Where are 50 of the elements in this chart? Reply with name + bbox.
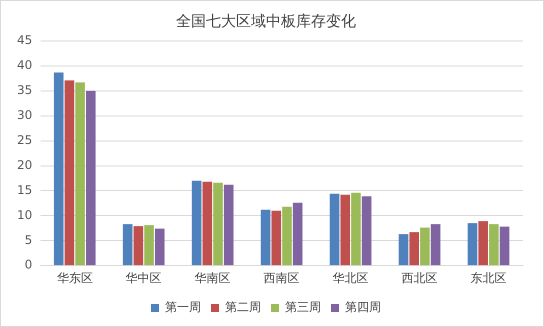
legend-label: 第二周 bbox=[225, 300, 261, 314]
bar bbox=[398, 234, 408, 266]
y-tick-label: 25 bbox=[16, 132, 32, 147]
bar bbox=[64, 80, 74, 266]
y-tick-label: 15 bbox=[16, 182, 32, 197]
bar bbox=[134, 226, 144, 266]
bar bbox=[430, 224, 440, 266]
y-tick-label: 45 bbox=[16, 33, 32, 48]
x-tick-label: 西南区 bbox=[264, 270, 300, 285]
bar bbox=[86, 90, 96, 266]
y-tick-label: 35 bbox=[16, 83, 32, 98]
y-tick-label: 5 bbox=[24, 232, 32, 247]
bar bbox=[224, 184, 234, 266]
bar bbox=[282, 206, 292, 266]
bar bbox=[202, 182, 212, 266]
bar bbox=[213, 182, 223, 266]
bar bbox=[409, 232, 420, 266]
bar bbox=[260, 210, 270, 266]
bar bbox=[468, 223, 478, 266]
bar bbox=[330, 194, 340, 266]
bar bbox=[154, 228, 165, 266]
bar bbox=[54, 72, 64, 266]
bar bbox=[420, 228, 430, 266]
y-tick-label: 20 bbox=[16, 158, 32, 172]
legend-label: 第三周 bbox=[285, 300, 321, 314]
bar bbox=[75, 82, 85, 266]
chart-title: 全国七大区域中板库存变化 bbox=[176, 12, 356, 30]
x-tick-label: 东北区 bbox=[470, 270, 507, 285]
bar bbox=[122, 224, 132, 266]
y-tick-label: 0 bbox=[24, 258, 32, 272]
x-tick-label: 华中区 bbox=[126, 270, 162, 285]
bar bbox=[478, 221, 488, 266]
y-tick-label: 40 bbox=[16, 58, 32, 72]
bar bbox=[292, 202, 302, 266]
bar bbox=[351, 192, 361, 266]
y-tick-label: 30 bbox=[16, 108, 32, 122]
y-tick-label: 10 bbox=[16, 208, 32, 222]
bar bbox=[144, 225, 154, 266]
bar bbox=[271, 210, 282, 266]
legend-label: 第四周 bbox=[345, 300, 381, 314]
bar bbox=[340, 194, 350, 266]
bar bbox=[500, 226, 510, 266]
bar bbox=[362, 196, 372, 266]
x-tick-label: 华南区 bbox=[194, 270, 231, 285]
x-tick-label: 华东区 bbox=[56, 270, 93, 285]
legend-label: 第一周 bbox=[165, 300, 201, 314]
bar bbox=[489, 224, 499, 266]
x-tick-label: 华北区 bbox=[332, 270, 369, 285]
x-tick-label: 西北区 bbox=[402, 270, 438, 285]
bar bbox=[192, 180, 202, 266]
